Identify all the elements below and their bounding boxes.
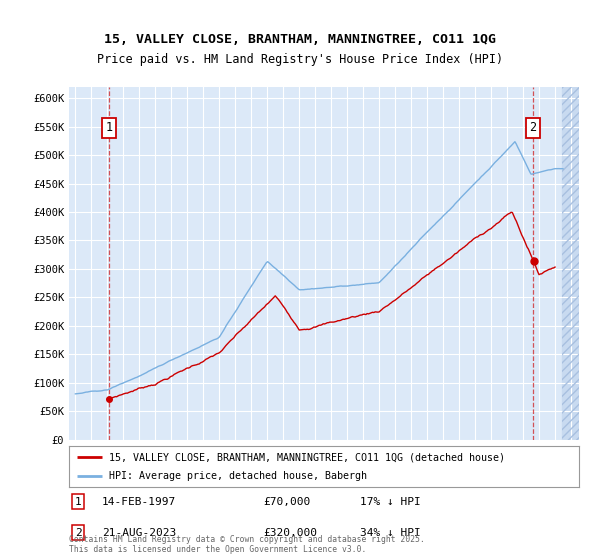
Text: Contains HM Land Registry data © Crown copyright and database right 2025.
This d: Contains HM Land Registry data © Crown c… <box>69 535 425 554</box>
Bar <box>562 87 579 440</box>
Text: 15, VALLEY CLOSE, BRANTHAM, MANNINGTREE, CO11 1QG (detached house): 15, VALLEY CLOSE, BRANTHAM, MANNINGTREE,… <box>109 452 505 463</box>
Text: 14-FEB-1997: 14-FEB-1997 <box>102 497 176 507</box>
Text: 1: 1 <box>106 122 113 134</box>
Text: 21-AUG-2023: 21-AUG-2023 <box>102 528 176 538</box>
Text: 34% ↓ HPI: 34% ↓ HPI <box>360 528 421 538</box>
Bar <box>562 87 579 440</box>
Text: HPI: Average price, detached house, Babergh: HPI: Average price, detached house, Babe… <box>109 471 367 481</box>
Text: 1: 1 <box>75 497 82 507</box>
Text: 17% ↓ HPI: 17% ↓ HPI <box>360 497 421 507</box>
Text: 2: 2 <box>530 122 536 134</box>
Text: £70,000: £70,000 <box>263 497 310 507</box>
Text: 15, VALLEY CLOSE, BRANTHAM, MANNINGTREE, CO11 1QG: 15, VALLEY CLOSE, BRANTHAM, MANNINGTREE,… <box>104 32 496 46</box>
Text: 2: 2 <box>75 528 82 538</box>
Text: Price paid vs. HM Land Registry's House Price Index (HPI): Price paid vs. HM Land Registry's House … <box>97 53 503 67</box>
Text: £320,000: £320,000 <box>263 528 317 538</box>
